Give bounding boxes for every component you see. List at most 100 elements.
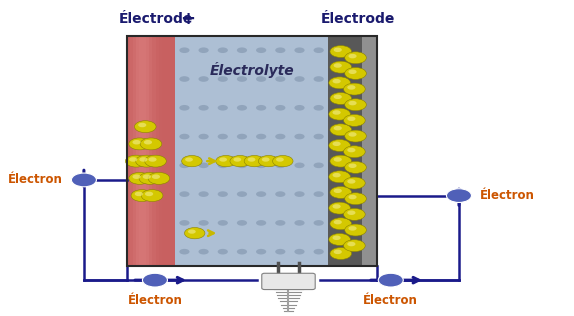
Circle shape [218, 134, 228, 139]
Circle shape [179, 47, 189, 53]
Circle shape [134, 121, 156, 133]
Circle shape [143, 174, 151, 179]
Circle shape [313, 191, 324, 197]
Circle shape [329, 234, 350, 246]
Circle shape [332, 235, 341, 240]
Bar [136, 36, 139, 266]
Circle shape [345, 99, 366, 111]
Circle shape [313, 134, 324, 139]
Circle shape [294, 220, 305, 226]
Bar [149, 36, 152, 266]
Text: Électrode: Électrode [321, 12, 395, 26]
Circle shape [218, 162, 228, 168]
Circle shape [333, 250, 342, 254]
Circle shape [345, 52, 366, 64]
Circle shape [329, 202, 350, 214]
Circle shape [139, 157, 148, 162]
Circle shape [133, 140, 141, 144]
Circle shape [185, 157, 193, 162]
Circle shape [344, 240, 365, 252]
Bar [162, 36, 165, 266]
Circle shape [218, 249, 228, 254]
Circle shape [237, 191, 247, 197]
Circle shape [199, 249, 209, 254]
Circle shape [329, 171, 350, 183]
Circle shape [237, 105, 247, 111]
Circle shape [218, 191, 228, 197]
Bar [175, 36, 328, 266]
Circle shape [256, 76, 266, 82]
Circle shape [145, 192, 153, 196]
Circle shape [125, 155, 147, 167]
Circle shape [348, 226, 356, 231]
Circle shape [199, 162, 209, 168]
Circle shape [199, 220, 209, 226]
Circle shape [345, 68, 366, 79]
Circle shape [332, 79, 341, 83]
FancyBboxPatch shape [262, 273, 315, 289]
Circle shape [332, 110, 341, 115]
Circle shape [333, 220, 342, 224]
Circle shape [256, 220, 266, 226]
Circle shape [275, 191, 285, 197]
Circle shape [275, 76, 285, 82]
Bar [126, 36, 130, 266]
Bar [328, 36, 377, 266]
Circle shape [333, 126, 342, 131]
Bar [126, 36, 175, 266]
Circle shape [199, 105, 209, 111]
Circle shape [256, 47, 266, 53]
Circle shape [332, 204, 341, 209]
Circle shape [237, 249, 247, 254]
Circle shape [313, 249, 324, 254]
Circle shape [237, 220, 247, 226]
Circle shape [256, 105, 266, 111]
Circle shape [347, 85, 355, 90]
Circle shape [138, 123, 146, 127]
Bar [168, 36, 172, 266]
Circle shape [294, 162, 305, 168]
Circle shape [332, 142, 341, 146]
Bar [139, 36, 142, 266]
Circle shape [345, 224, 366, 236]
Circle shape [329, 108, 350, 120]
Circle shape [244, 155, 265, 167]
Circle shape [179, 220, 189, 226]
Circle shape [218, 76, 228, 82]
Circle shape [129, 173, 150, 184]
Text: –: – [385, 9, 394, 27]
Circle shape [344, 177, 365, 189]
Circle shape [330, 218, 351, 230]
Circle shape [199, 47, 209, 53]
Bar [172, 36, 175, 266]
Circle shape [218, 105, 228, 111]
Circle shape [330, 186, 351, 198]
Circle shape [237, 134, 247, 139]
Circle shape [330, 46, 351, 58]
Circle shape [294, 76, 305, 82]
Circle shape [188, 229, 196, 234]
Bar [133, 36, 136, 266]
Circle shape [332, 173, 341, 177]
Circle shape [275, 249, 285, 254]
Circle shape [329, 140, 350, 151]
Circle shape [216, 155, 236, 167]
Circle shape [348, 195, 356, 199]
Circle shape [256, 249, 266, 254]
Circle shape [142, 273, 168, 287]
Circle shape [348, 101, 356, 105]
Circle shape [344, 146, 365, 158]
Circle shape [199, 76, 209, 82]
Circle shape [276, 157, 284, 162]
Circle shape [294, 105, 305, 111]
Circle shape [313, 220, 324, 226]
Bar [152, 36, 156, 266]
Circle shape [333, 63, 342, 68]
Circle shape [218, 220, 228, 226]
Bar [126, 36, 377, 266]
Circle shape [199, 191, 209, 197]
Bar [165, 36, 168, 266]
Circle shape [344, 209, 365, 220]
Circle shape [275, 105, 285, 111]
Circle shape [345, 130, 366, 142]
